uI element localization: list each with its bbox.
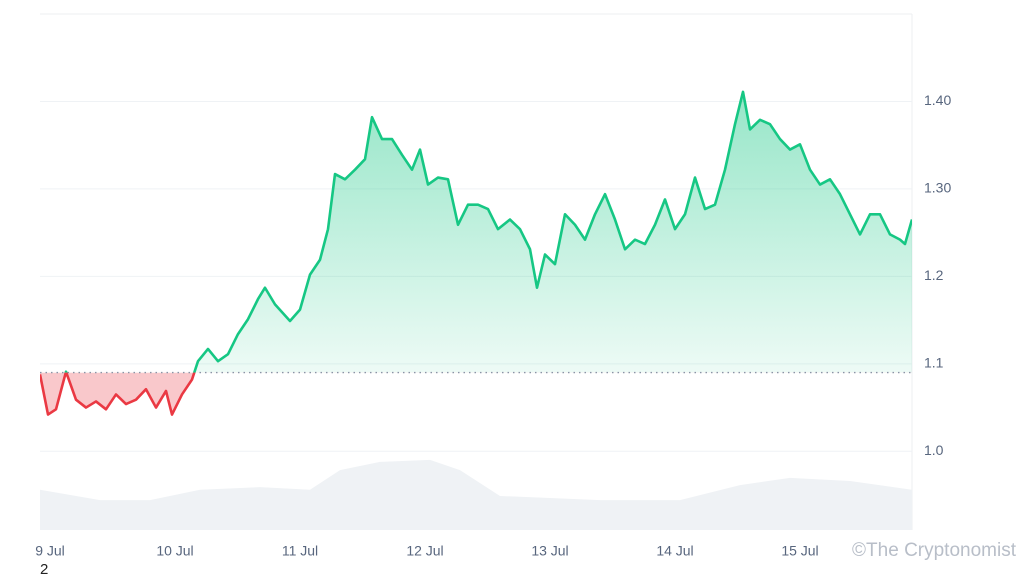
x-tick-label: 12 Jul: [406, 543, 443, 559]
price-line-below: [40, 372, 196, 416]
area-below: [40, 372, 195, 415]
footnote: 2: [40, 561, 48, 576]
x-tick-label: 15 Jul: [781, 543, 818, 559]
watermark: ©The Cryptonomist: [852, 540, 1017, 561]
price-line-above: [64, 90, 912, 373]
x-tick-label: 10 Jul: [156, 543, 193, 559]
y-tick-label: 1.1: [924, 355, 944, 371]
x-tick-label: 11 Jul: [282, 543, 318, 559]
y-tick-label: 1.0: [924, 442, 944, 458]
area-above: [40, 91, 912, 373]
x-tick-label: 14 Jul: [656, 543, 693, 559]
x-tick-label: 13 Jul: [531, 543, 568, 559]
volume-area: [40, 459, 912, 530]
y-tick-label: 1.2: [924, 267, 944, 283]
y-tick-label: 1.40: [924, 92, 951, 108]
x-tick-label: 9 Jul: [35, 543, 65, 559]
y-tick-label: 1.30: [924, 180, 951, 196]
